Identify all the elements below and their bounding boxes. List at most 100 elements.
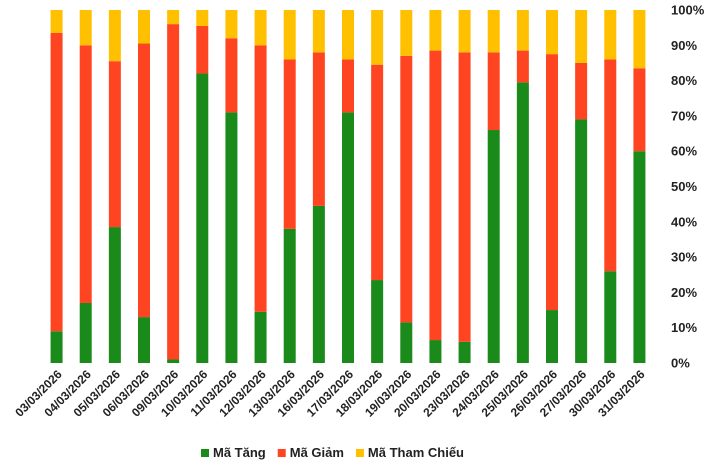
bar-segment-tang bbox=[429, 340, 442, 363]
bar-segment-tham-chieu bbox=[254, 10, 267, 46]
bar-group-19-03-2026 bbox=[400, 10, 413, 363]
bar-group-17-03-2026 bbox=[342, 10, 354, 364]
bar-segment-giam bbox=[225, 38, 238, 113]
bar-segment-tang bbox=[225, 112, 238, 364]
bar-segment-tham-chieu bbox=[138, 10, 150, 44]
y-tick-label: 30% bbox=[671, 250, 697, 265]
bar-segment-giam bbox=[167, 24, 180, 360]
y-tick-label: 0% bbox=[671, 356, 690, 371]
bar-segment-tang bbox=[196, 73, 209, 363]
bar-group-25-03-2026 bbox=[516, 10, 529, 364]
bar-segment-giam bbox=[429, 50, 442, 341]
bar-group-20-03-2026 bbox=[429, 10, 442, 363]
bar-segment-giam bbox=[312, 52, 325, 206]
bar-segment-giam bbox=[108, 61, 121, 228]
bar-group-10-03-2026 bbox=[196, 10, 209, 363]
bar-segment-giam bbox=[79, 45, 92, 303]
legend-item-giam: Mã Giảm bbox=[277, 445, 344, 460]
bars-layer bbox=[50, 10, 646, 364]
legend-label: Mã Tăng bbox=[213, 445, 266, 460]
bar-group-09-03-2026 bbox=[167, 10, 180, 363]
legend-item-tang: Mã Tăng bbox=[201, 445, 266, 460]
legend-swatch bbox=[277, 449, 286, 457]
bar-segment-tang bbox=[400, 322, 413, 363]
y-tick-label: 70% bbox=[671, 108, 697, 123]
bar-segment-tham-chieu bbox=[575, 10, 588, 63]
bar-segment-tang bbox=[167, 359, 180, 363]
bar-group-13-03-2026 bbox=[283, 10, 296, 363]
bar-segment-giam bbox=[138, 43, 150, 318]
bar-segment-giam bbox=[283, 59, 296, 229]
bar-segment-giam bbox=[575, 62, 588, 120]
bar-segment-tham-chieu bbox=[371, 10, 384, 65]
bar-segment-tang bbox=[138, 317, 150, 363]
bar-segment-giam bbox=[604, 59, 617, 272]
bar-segment-tham-chieu bbox=[196, 10, 209, 26]
bar-group-26-03-2026 bbox=[546, 10, 558, 363]
bar-segment-giam bbox=[633, 68, 646, 152]
bar-segment-tham-chieu bbox=[342, 10, 354, 60]
legend-label: Mã Tham Chiếu bbox=[368, 445, 464, 460]
bar-segment-tham-chieu bbox=[312, 10, 325, 53]
bar-group-23-03-2026 bbox=[458, 10, 471, 363]
bar-segment-tang bbox=[575, 119, 588, 364]
bar-segment-tham-chieu bbox=[50, 10, 63, 33]
bar-segment-tham-chieu bbox=[167, 10, 180, 25]
bar-segment-giam bbox=[371, 64, 384, 281]
bar-group-06-03-2026 bbox=[138, 10, 150, 363]
bar-segment-giam bbox=[546, 54, 558, 311]
bar-segment-tham-chieu bbox=[546, 10, 558, 55]
bar-segment-tham-chieu bbox=[79, 10, 92, 46]
bar-segment-tang bbox=[516, 82, 529, 364]
bar-segment-tang bbox=[546, 310, 558, 363]
legend-label: Mã Giảm bbox=[290, 445, 344, 460]
y-tick-label: 10% bbox=[671, 320, 697, 335]
y-tick-label: 90% bbox=[671, 38, 697, 53]
y-tick-label: 80% bbox=[671, 73, 697, 88]
bar-segment-tang bbox=[50, 331, 63, 363]
bar-group-16-03-2026 bbox=[312, 10, 325, 363]
bar-segment-tham-chieu bbox=[458, 10, 471, 53]
bar-segment-giam bbox=[254, 45, 267, 312]
x-axis-tick-labels: 03/03/202604/03/202605/03/202606/03/2026… bbox=[12, 367, 647, 420]
bar-segment-tham-chieu bbox=[516, 10, 529, 51]
bar-group-04-03-2026 bbox=[79, 10, 92, 363]
legend-swatch bbox=[201, 449, 209, 457]
bar-segment-giam bbox=[342, 59, 354, 113]
y-axis-tick-labels: 0% 10% 20% 30% 40% 50% 60% 70% 80% 90% 100% bbox=[671, 3, 705, 371]
bar-segment-tang bbox=[487, 130, 500, 363]
bar-segment-tang bbox=[633, 151, 646, 363]
bar-group-27-03-2026 bbox=[575, 10, 588, 364]
bar-segment-tham-chieu bbox=[283, 10, 296, 60]
bar-segment-tham-chieu bbox=[633, 10, 646, 69]
bar-segment-giam bbox=[50, 32, 63, 332]
bar-segment-tham-chieu bbox=[225, 10, 238, 39]
bar-group-05-03-2026 bbox=[108, 10, 121, 363]
bar-segment-tham-chieu bbox=[487, 10, 500, 53]
legend-swatch bbox=[355, 449, 364, 457]
bar-segment-tham-chieu bbox=[604, 10, 617, 60]
bar-group-31-03-2026 bbox=[633, 10, 646, 363]
bar-segment-tang bbox=[342, 112, 354, 364]
bar-group-03-03-2026 bbox=[50, 10, 63, 363]
y-tick-label: 20% bbox=[671, 285, 697, 300]
bar-group-18-03-2026 bbox=[371, 10, 384, 363]
bar-group-12-03-2026 bbox=[254, 10, 267, 363]
bar-segment-tang bbox=[312, 205, 325, 363]
legend-item-tham-chieu: Mã Tham Chiếu bbox=[355, 445, 464, 460]
bar-segment-giam bbox=[487, 52, 500, 131]
bar-group-11-03-2026 bbox=[225, 10, 238, 364]
bar-segment-tham-chieu bbox=[108, 10, 121, 62]
bar-segment-tham-chieu bbox=[400, 10, 413, 56]
legend: Mã Tăng Mã Giảm Mã Tham Chiếu bbox=[201, 445, 464, 460]
bar-segment-giam bbox=[196, 25, 209, 74]
bar-group-24-03-2026 bbox=[487, 10, 500, 363]
y-tick-label: 40% bbox=[671, 214, 697, 229]
y-tick-label: 60% bbox=[671, 144, 697, 159]
bar-segment-tang bbox=[604, 271, 617, 363]
bar-group-30-03-2026 bbox=[604, 10, 617, 363]
y-tick-label: 100% bbox=[671, 3, 705, 18]
bar-segment-tham-chieu bbox=[429, 10, 442, 51]
